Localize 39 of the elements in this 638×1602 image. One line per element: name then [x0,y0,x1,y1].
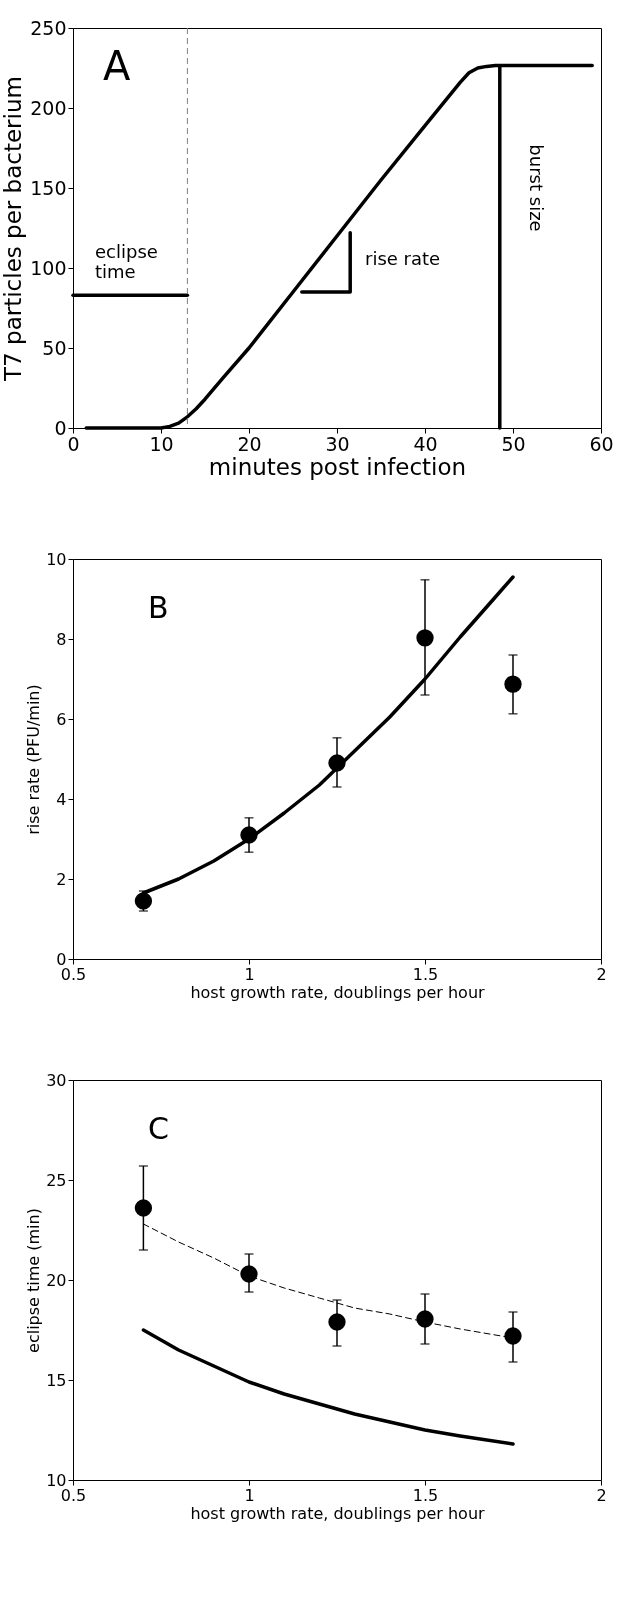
y-tick-label: 150 [30,176,67,199]
y-tick-label: 2 [56,869,67,889]
y-tick-label: 50 [42,336,67,359]
y-tick-label: 30 [46,1070,67,1090]
y-tick-label: 20 [46,1270,67,1290]
y-tick-label: 15 [46,1370,67,1390]
annotation: burst size [526,144,547,232]
y-tick-label: 0 [54,416,67,439]
x-tick-label: 50 [501,432,526,455]
annotation: eclipse time [95,241,158,282]
x-tick-label: 1 [244,1485,255,1505]
y-tick-label: 250 [30,16,67,39]
annotation: C [148,1111,169,1146]
y-axis-title: eclipse time (min) [24,1208,44,1353]
y-tick-label: 4 [56,789,67,809]
x-tick-label: 1.5 [412,1485,439,1505]
y-axis-title: rise rate (PFU/min) [24,684,44,835]
x-axis-title: host growth rate, doublings per hour [190,1503,486,1523]
x-tick-label: 30 [325,432,350,455]
y-axis-title: T7 particles per bacterium [0,76,27,382]
x-axis-title: host growth rate, doublings per hour [190,982,486,1002]
y-tick-label: 10 [46,549,67,569]
x-axis-title: minutes post infection [208,453,467,480]
y-tick-label: 25 [46,1170,67,1190]
y-tick-label: 100 [30,256,67,279]
x-tick-label: 2 [596,1485,607,1505]
x-tick-label: 40 [413,432,438,455]
x-tick-label: 2 [596,964,607,984]
x-tick-label: 20 [237,432,262,455]
annotation: B [148,590,169,625]
x-tick-label: 1.5 [412,964,439,984]
y-tick-label: 200 [30,96,67,119]
x-tick-label: 60 [589,432,614,455]
y-tick-label: 6 [56,709,67,729]
x-tick-label: 1 [244,964,255,984]
annotation: rise rate [365,248,441,269]
y-tick-label: 8 [56,629,67,649]
annotation: A [103,43,131,89]
x-tick-label: 10 [149,432,174,455]
